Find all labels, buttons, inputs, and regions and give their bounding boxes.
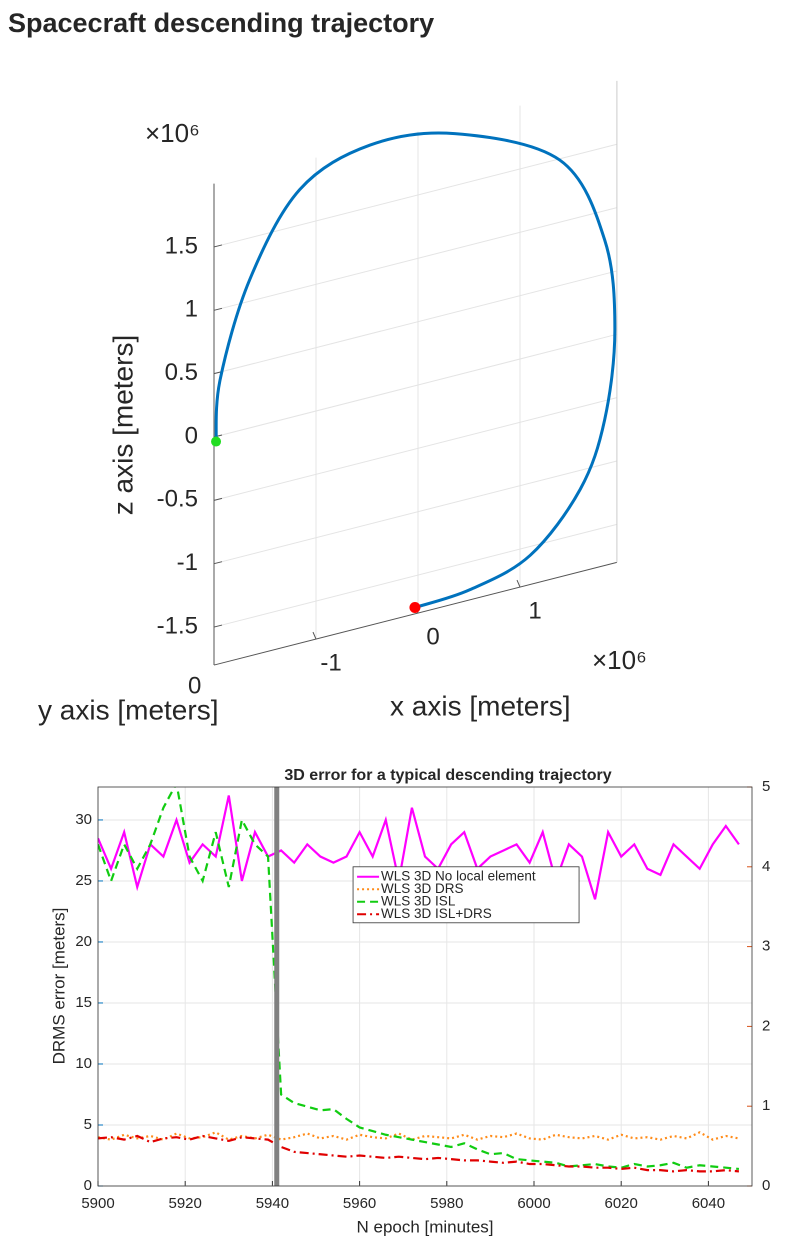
x-tick-label: 6000: [517, 1195, 550, 1212]
z-tick-label: 1: [185, 296, 198, 323]
x-axis-label: N epoch [minutes]: [356, 1217, 493, 1236]
x-tick-label: 0: [426, 623, 439, 650]
y-tick-label: 20: [75, 933, 92, 950]
y-axis-label: DRMS error [meters]: [49, 908, 68, 1065]
x-exponent: ×10⁶: [592, 645, 647, 675]
grid-line: [213, 333, 618, 438]
x-tick-label: 5920: [169, 1195, 202, 1212]
legend-label: WLS 3D DRS: [381, 881, 464, 896]
trajectory: [214, 131, 617, 609]
tick-mark: [213, 244, 223, 248]
end-point: [409, 602, 421, 614]
y-tick-label: 15: [75, 994, 92, 1011]
axis-line: [213, 561, 618, 666]
y-axis-label: y axis [meters]: [38, 694, 218, 725]
tick-mark: [213, 497, 223, 501]
y-tick-label: 10: [75, 1055, 92, 1072]
y-tick-label: 5: [84, 1116, 92, 1133]
z-tick-label: 0.5: [165, 359, 198, 386]
grid-line: [213, 207, 618, 311]
x-tick-label: 5960: [343, 1195, 376, 1212]
grid-line: [213, 523, 618, 628]
tick-mark: [213, 307, 223, 311]
plot-area: [98, 787, 752, 1186]
series-line: [98, 1134, 740, 1173]
series-line: [98, 795, 740, 900]
plot-lines: [98, 787, 740, 1173]
legend-label: WLS 3D ISL+DRS: [381, 906, 492, 921]
x-tick-label: 5980: [430, 1195, 463, 1212]
tick-mark: [516, 579, 521, 588]
grid-line: [213, 460, 618, 565]
z-tick-label: -1.5: [157, 612, 198, 639]
y-tick-label: 25: [75, 872, 92, 889]
y-tick-label: 30: [75, 811, 92, 828]
grid-line: [213, 143, 618, 248]
y2-tick-label: 1: [762, 1097, 770, 1114]
chart-title: Spacecraft descending trajectory: [8, 8, 434, 38]
axes-box: [97, 786, 753, 1187]
x-tick-label: 5940: [256, 1195, 289, 1212]
grid-line: [213, 397, 618, 501]
grid-line: [213, 270, 618, 375]
x-axis-label: x axis [meters]: [390, 690, 570, 721]
y-tick-label: 0: [84, 1177, 92, 1194]
legend-label: WLS 3D ISL: [381, 893, 456, 908]
series-line: [98, 1131, 740, 1141]
z-exponent: ×10⁶: [145, 118, 200, 148]
tick-mark: [213, 624, 223, 628]
x-tick-label: 6020: [605, 1195, 638, 1212]
y-tick-label: 0: [188, 672, 201, 699]
tick-mark: [213, 561, 223, 565]
z-tick-label: -0.5: [157, 486, 198, 513]
start-point: [211, 436, 222, 447]
legend-box: [352, 866, 580, 924]
z-tick-label: -1: [177, 549, 198, 576]
legend-label: WLS 3D No local element: [381, 868, 536, 883]
y2-tick-label: 0: [762, 1177, 770, 1194]
x-tick-label: -1: [320, 649, 341, 676]
chart-title: 3D error for a typical descending trajec…: [284, 767, 611, 784]
x-tick-label: 1: [528, 597, 541, 624]
z-axis-label: z axis [meters]: [107, 335, 138, 515]
y2-tick-label: 5: [762, 778, 770, 795]
y2-tick-label: 4: [762, 858, 770, 875]
z-tick-label: 1.5: [165, 232, 198, 259]
y2-tick-label: 2: [762, 1017, 770, 1034]
x-tick-label: 5900: [81, 1195, 114, 1212]
y2-tick-label: 3: [762, 938, 770, 955]
x-tick-label: 6040: [692, 1195, 725, 1212]
z-tick-label: 0: [185, 422, 198, 449]
tick-mark: [312, 631, 317, 640]
